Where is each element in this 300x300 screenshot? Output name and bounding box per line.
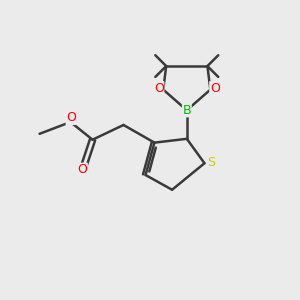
Text: O: O [154, 82, 164, 95]
Text: O: O [210, 82, 220, 95]
Text: O: O [77, 163, 87, 176]
Text: O: O [66, 111, 76, 124]
Text: B: B [182, 104, 191, 117]
Text: S: S [207, 156, 215, 169]
